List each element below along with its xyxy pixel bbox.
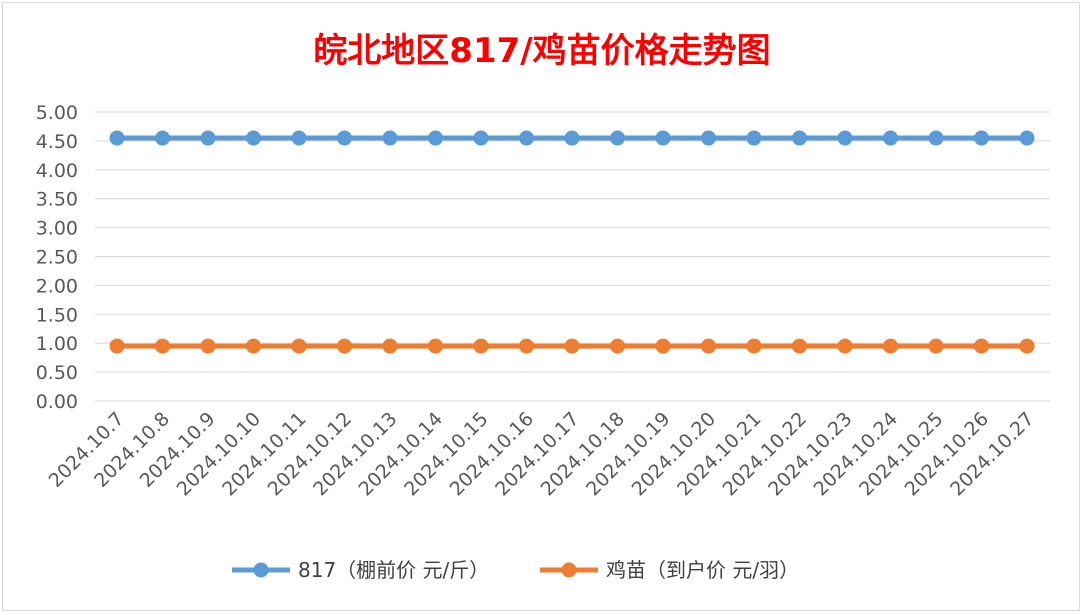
data-point	[155, 130, 170, 146]
data-point	[746, 130, 762, 146]
chart-title: 皖北地区817/鸡苗价格走势图	[313, 31, 770, 71]
data-point	[655, 338, 671, 354]
data-point	[246, 338, 261, 354]
data-point	[200, 338, 216, 354]
data-point	[701, 338, 716, 354]
data-point	[655, 130, 671, 146]
data-point	[519, 130, 534, 146]
data-point	[883, 130, 898, 146]
data-point	[610, 338, 625, 354]
data-point	[109, 338, 125, 354]
legend-label: 鸡苗（到户价 元/羽）	[606, 558, 799, 582]
data-point	[155, 338, 170, 354]
data-point	[701, 130, 716, 146]
y-tick-label: 2.00	[36, 275, 78, 297]
data-point	[792, 338, 807, 354]
data-point	[1019, 130, 1035, 146]
data-point	[610, 130, 625, 146]
data-point	[428, 338, 443, 354]
data-point	[883, 338, 898, 354]
data-point	[928, 130, 944, 146]
data-point	[837, 130, 853, 146]
data-point	[928, 338, 944, 354]
legend-label: 817（棚前价 元/斤）	[298, 558, 489, 582]
y-tick-label: 4.00	[36, 160, 78, 182]
data-point	[792, 130, 807, 146]
y-tick-label: 3.50	[36, 189, 78, 211]
data-point	[337, 130, 352, 146]
data-point	[473, 130, 489, 146]
data-point	[564, 130, 580, 146]
data-point	[519, 338, 534, 354]
data-point	[564, 338, 580, 354]
legend-marker	[253, 562, 269, 578]
data-point	[428, 130, 443, 146]
data-point	[246, 130, 261, 146]
legend-marker	[561, 562, 577, 578]
data-point	[974, 130, 989, 146]
data-point	[382, 338, 398, 354]
y-tick-label: 0.00	[36, 391, 78, 413]
data-point	[337, 338, 352, 354]
y-tick-label: 2.50	[36, 247, 78, 269]
data-point	[200, 130, 216, 146]
data-point	[746, 338, 762, 354]
y-tick-label: 1.50	[36, 304, 78, 326]
data-point	[291, 338, 307, 354]
y-tick-label: 0.50	[36, 362, 78, 384]
data-point	[291, 130, 307, 146]
y-tick-label: 1.00	[36, 333, 78, 355]
data-point	[1019, 338, 1035, 354]
data-point	[382, 130, 398, 146]
data-point	[109, 130, 125, 146]
y-tick-label: 4.50	[36, 131, 78, 153]
data-point	[837, 338, 853, 354]
data-point	[974, 338, 989, 354]
y-tick-label: 3.00	[36, 218, 78, 240]
y-tick-label: 5.00	[36, 102, 78, 124]
data-point	[473, 338, 489, 354]
